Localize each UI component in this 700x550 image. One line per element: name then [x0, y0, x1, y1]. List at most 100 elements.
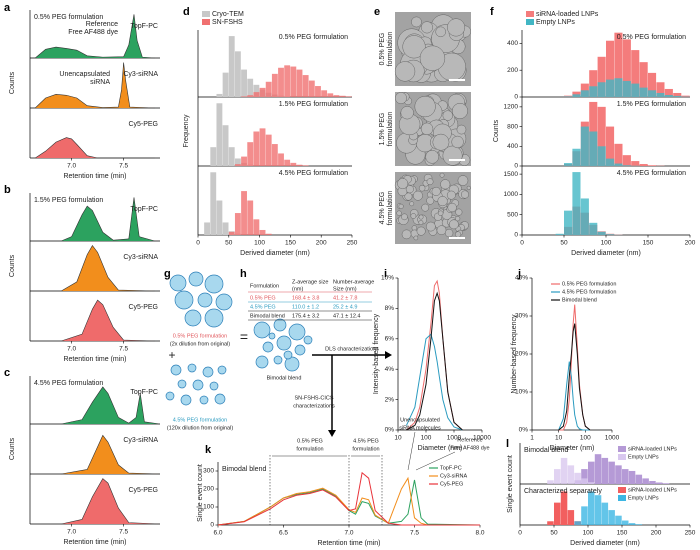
histogram-bar: [290, 66, 297, 97]
histogram-bar: [302, 165, 309, 166]
legend-label: SN-FSHS: [212, 19, 243, 26]
histogram-bar: [241, 96, 247, 97]
legend-swatch: [618, 454, 626, 460]
particle: [442, 110, 453, 121]
histogram-bar: [615, 515, 622, 525]
histogram-bar: [673, 92, 682, 97]
histogram-bar: [615, 465, 622, 484]
series-label: TopF-PC: [130, 389, 158, 396]
histogram-bar: [664, 94, 673, 97]
histogram-bar: [271, 144, 278, 166]
histogram-bar: [222, 72, 229, 97]
histogram-bar: [234, 158, 241, 166]
x-tick-label: 200: [685, 240, 696, 247]
histogram-bar: [555, 233, 564, 235]
histogram-bar: [622, 155, 631, 166]
legend-swatch: [526, 19, 534, 25]
subplot-title: Bimodal blend: [524, 447, 568, 454]
y-axis-title: Frequency: [183, 114, 190, 148]
particle: [180, 394, 192, 406]
x-tick-label: 10: [555, 435, 563, 442]
label: 4.5% PEG formulation: [173, 417, 227, 423]
histogram-bar: [574, 472, 581, 484]
particle: [426, 178, 434, 186]
histogram-bar: [241, 191, 247, 235]
histogram-bar: [588, 461, 595, 484]
particle: [444, 228, 454, 238]
histogram-bar: [333, 95, 340, 97]
annotation: Free AF488 dye: [450, 445, 489, 451]
particle: [255, 355, 269, 369]
particle: [187, 363, 197, 373]
series-label: Cy5-PEG: [128, 121, 158, 128]
histogram-bar: [648, 90, 657, 97]
x-axis-title: Retention time (min): [63, 173, 126, 180]
table-cell: 168.4 ± 3.8: [292, 295, 319, 301]
x-tick-label: 7.5: [119, 346, 128, 353]
histogram-bar: [597, 82, 606, 97]
x-tick-label: 6.5: [279, 530, 288, 537]
legend-label: TopF-PC: [440, 465, 462, 471]
pointer: [407, 431, 416, 471]
particle: [262, 341, 274, 353]
particle: [174, 290, 194, 310]
histogram-bar: [247, 142, 254, 166]
histogram-bar: [581, 506, 588, 525]
y-tick-label: 1000: [504, 191, 519, 198]
area: [35, 14, 155, 59]
y-tick-label: 0: [210, 522, 214, 529]
panel-label: g: [164, 268, 171, 280]
annotation: Free AF488 dye: [68, 29, 118, 36]
subplot-title: 4.5% PEG formulation: [279, 170, 348, 177]
annotation: 4.5% PEG: [353, 438, 379, 444]
histogram-bar: [606, 234, 615, 235]
x-tick-label: 100: [601, 240, 612, 247]
x-tick-label: 150: [285, 240, 296, 247]
particle: [413, 190, 423, 201]
y-tick-label: 0%: [385, 427, 395, 434]
particle: [419, 45, 446, 71]
panel-label: f: [490, 6, 494, 18]
annotation: siRNA: [90, 79, 110, 86]
pointer: [415, 451, 456, 471]
histogram-bar: [639, 87, 648, 97]
histogram-bar: [308, 80, 315, 97]
y-axis-title: Single event count: [507, 455, 514, 513]
y-tick-label: 400: [507, 40, 518, 47]
particle: [197, 292, 213, 308]
histogram-bar: [315, 86, 321, 97]
annotation: formulation: [352, 446, 379, 452]
histogram-bar: [321, 90, 328, 97]
subplot-title: 0.5% PEG formulation: [617, 34, 686, 41]
histogram-bar: [606, 40, 615, 97]
histogram-bar: [580, 126, 589, 166]
x-axis-title: Derived diameter (nm): [571, 250, 641, 257]
x-tick-label: 10000: [473, 435, 491, 442]
particle: [401, 229, 412, 240]
x-tick-label: 1: [530, 435, 534, 442]
particle: [284, 356, 300, 372]
x-tick-label: 50: [225, 240, 233, 247]
histogram-bar: [622, 165, 631, 166]
histogram-bar: [572, 172, 581, 235]
y-tick-label: 0: [514, 163, 518, 170]
panel-label: a: [4, 2, 11, 14]
panel-label: h: [240, 268, 247, 280]
annotation: Reference: [457, 437, 482, 443]
histogram-bar: [649, 481, 656, 484]
symbol: =: [240, 329, 248, 345]
particle: [402, 35, 426, 59]
histogram-bar: [648, 165, 657, 166]
x-axis-title: Retention time (min): [63, 356, 126, 363]
subplot-title: 4.5% PEG formulation: [617, 170, 686, 177]
histogram-bar: [284, 159, 291, 166]
legend-label: Empty LNPs: [536, 19, 575, 26]
series-label: Cy3-siRNA: [123, 71, 158, 78]
image-label: formulation: [387, 32, 394, 67]
histogram-bar: [547, 521, 554, 525]
series-label: TopF-PC: [130, 206, 158, 213]
series-label: Cy5-PEG: [128, 487, 158, 494]
histogram-bar: [608, 510, 615, 525]
histogram-bar: [614, 163, 623, 166]
particle: [268, 332, 276, 340]
